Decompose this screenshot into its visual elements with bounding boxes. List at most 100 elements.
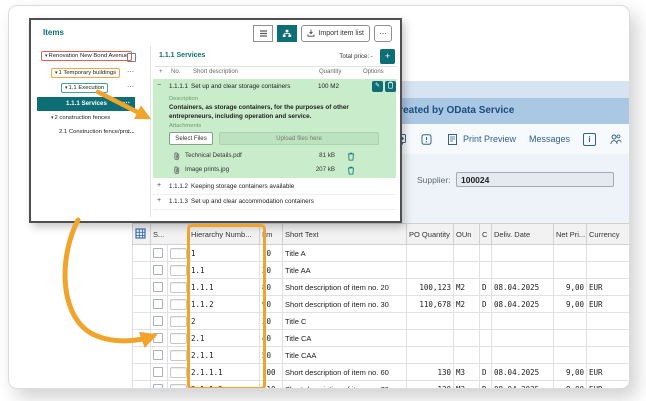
row-checkbox[interactable] [153,333,163,343]
col-header-po-quantity[interactable]: PO Quantity [406,223,455,245]
items-panel: Items Import item list ⋯ ▾Renovation New… [29,18,402,223]
col-options: Options [363,69,384,75]
table-header-row: S... Hierarchy Numb... Itm Short Text PO… [132,223,629,245]
col-header-currency[interactable]: Currency [586,223,629,245]
attachment-name[interactable]: Technical Details.pdf [185,152,242,159]
edit-button[interactable]: ✎ [372,81,383,92]
tree-item-services-selected[interactable]: 1.1.1 Services ⋯ [37,97,135,111]
node-menu-button[interactable]: ⋯ [127,130,134,137]
row-checkbox[interactable] [153,282,163,292]
row-status-field [170,247,187,259]
trash-icon[interactable] [347,166,355,175]
col-header-net-price[interactable]: Net Pri... [553,223,588,245]
hierarchy-view-toggle[interactable] [277,25,298,42]
col-header-short-text[interactable]: Short Text [282,223,408,245]
expand-icon[interactable]: + [157,182,162,189]
col-short-description: Short description [193,69,239,75]
attachments-label: Attachments [169,123,202,129]
table-row[interactable]: 2.1.1 50 Title CAA [132,346,629,364]
list-icon [259,25,268,43]
row-checkbox[interactable] [153,384,163,388]
row-status-field [170,383,187,388]
tree-item-temporary-buildings[interactable]: ▾1 Temporary buildings [51,68,121,78]
description-label: Description [169,96,198,102]
table-row[interactable]: 2.1.1.2 110 Short description of item no. … [132,380,629,388]
delete-button[interactable] [385,81,396,92]
trash-icon[interactable] [347,152,355,161]
paperclip-icon [174,152,180,161]
node-menu-button[interactable]: ⋯ [127,69,134,76]
total-price-label: Total price: - [339,53,373,60]
row-checkbox[interactable] [153,367,163,377]
caret-down-icon: ▾ [55,70,58,76]
row-checkbox[interactable] [153,265,163,275]
import-item-list-button[interactable]: Import item list [301,25,370,42]
tree-item-construction-fences[interactable]: ▾2 construction fences [51,115,111,121]
col-header-c[interactable]: C [479,223,493,245]
row-status-field [170,349,187,361]
collapse-icon[interactable]: − [157,82,162,89]
select-files-button[interactable]: Select Files [169,132,213,145]
table-row[interactable]: 1.1 20 Title AA [132,261,629,279]
list-view-toggle[interactable] [253,25,274,43]
col-quantity: Quantity [319,69,342,75]
sap-title-band [354,81,629,98]
table-row[interactable]: 1.1.1 80 Short description of item no. 20 1… [132,278,629,296]
row-status-field [170,298,187,310]
caret-down-icon: ▾ [45,53,48,59]
row-status-field [170,281,187,293]
row-status-field [170,366,187,378]
clipboard-icon[interactable] [420,133,433,146]
panel-divider [150,46,151,217]
tree-item-execution[interactable]: ▾1.1 Execution [61,83,109,93]
attachment-row[interactable]: Technical Details.pdf 81 kB [169,151,379,163]
tree-item-construction-fence-child[interactable]: 2.1 Construction fence/prot... [59,129,135,135]
table-row[interactable]: 2.1 40 Title CA [132,329,629,347]
detail-title: 1.1.1 Services [159,52,206,59]
col-no: No. [171,69,181,75]
expanded-service-block [153,79,396,178]
row-checkbox[interactable] [153,248,163,258]
table-row[interactable]: 2.1.1.1 100 Short description of item no. … [132,363,629,381]
attachment-name[interactable]: Image prints.jpg [185,166,230,173]
description-text: Containers, as storage containers, for t… [169,104,349,120]
table-row[interactable]: 1 10 Title A [132,244,629,262]
import-icon [307,29,315,39]
col-header-itm[interactable]: Itm [259,223,284,245]
service-row-collapsed[interactable]: + 1.1.1.3 Set up and clear accommodation… [153,195,396,210]
node-menu-button[interactable]: ⋯ [123,100,130,107]
row-status-field [170,332,187,344]
node-menu-button[interactable]: ⋯ [127,84,134,91]
panel-overflow-button[interactable]: ⋯ [374,25,392,42]
detail-header: 1.1.1 Services Total price: - + [155,48,397,67]
service-row-expanded[interactable]: − 1.1.1.1 Set up and clear storage conta… [153,80,396,94]
attachment-row[interactable]: Image prints.jpg 207 kB [169,165,379,177]
trash-icon [387,81,394,89]
add-item-button[interactable]: + [380,49,395,64]
upload-dropzone[interactable]: Upload files here [219,132,379,145]
caret-down-icon: ▾ [51,115,54,121]
info-icon[interactable]: i [583,132,597,146]
col-header-oun[interactable]: OUn [453,223,481,245]
print-preview-button[interactable]: Print Preview [446,133,516,146]
row-status-field [170,315,187,327]
supplier-input[interactable] [456,172,614,187]
panel-title: Items [43,28,64,37]
row-checkbox[interactable] [153,299,163,309]
col-header-deliv-date[interactable]: Deliv. Date [491,223,555,245]
row-status-field [170,264,187,276]
row-checkbox[interactable] [153,316,163,326]
expand-icon[interactable]: + [157,197,162,204]
user-icon[interactable] [609,133,622,146]
expand-node-icon[interactable] [127,53,136,62]
messages-button[interactable]: Messages [529,134,571,144]
table-row[interactable]: 1.1.2 90 Short description of item no. 30 1… [132,295,629,313]
col-header-hierarchy[interactable]: Hierarchy Numb... [188,223,261,245]
col-header-status[interactable]: S... [149,223,190,245]
po-item-table: S... Hierarchy Numb... Itm Short Text PO… [132,223,629,388]
row-checkbox[interactable] [153,350,163,360]
table-settings-icon[interactable] [132,223,151,245]
table-row[interactable]: 2 30 Title C [132,312,629,330]
service-row-collapsed[interactable]: + 1.1.1.2 Keeping storage containers ava… [153,180,396,195]
tree-item-root[interactable]: ▾Renovation New Bond Avenue [41,51,133,61]
